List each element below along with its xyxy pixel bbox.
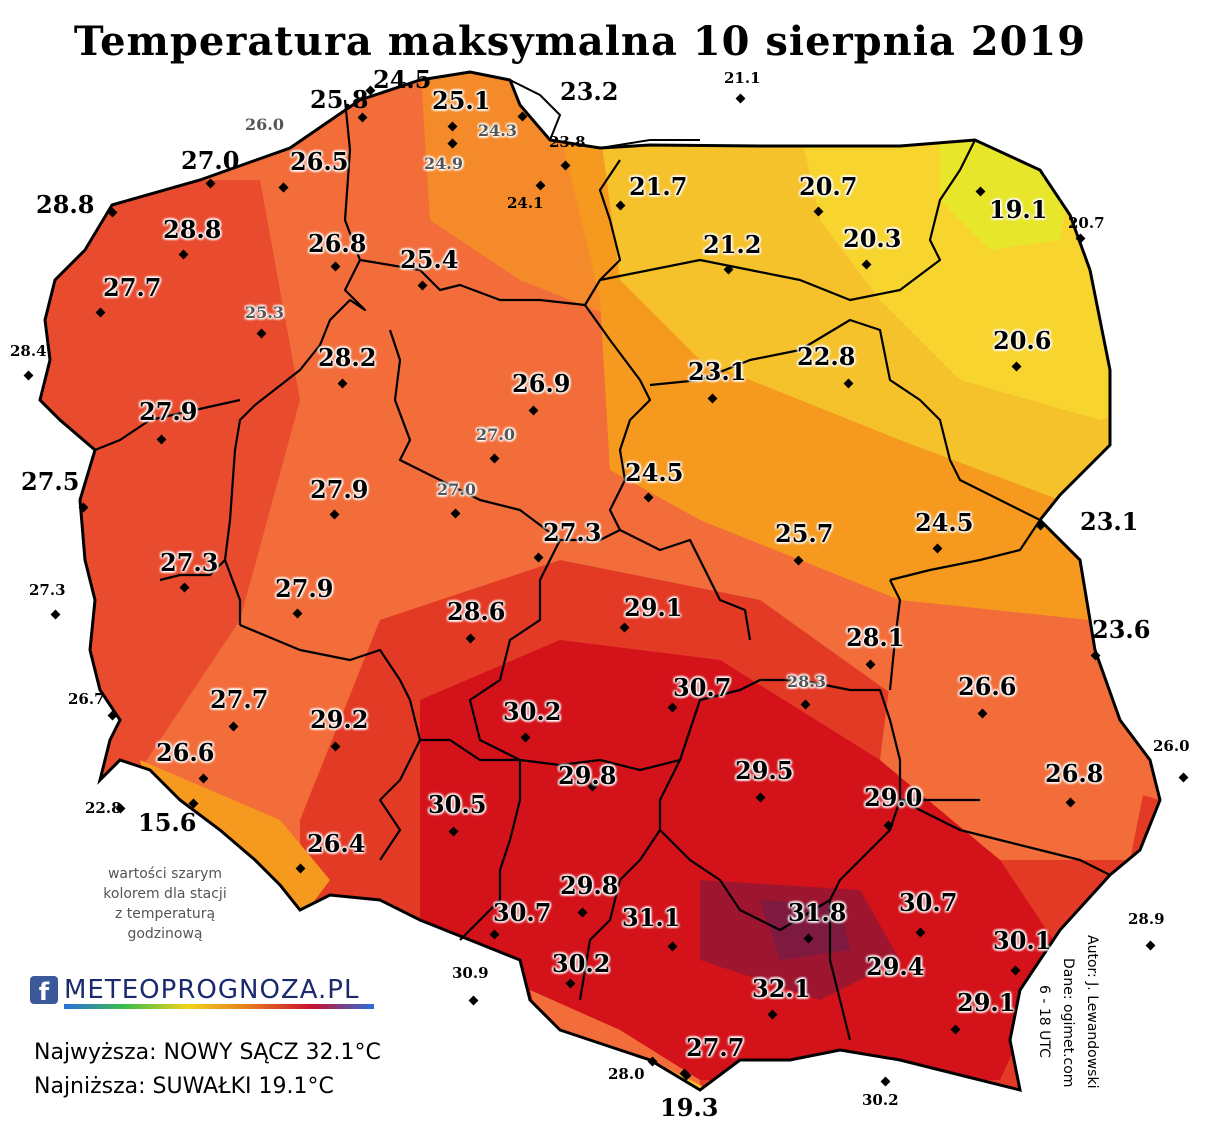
station-temperature: 27.9 xyxy=(310,475,369,504)
station-temperature: 28.4 xyxy=(10,342,47,360)
station-temperature: 30.9 xyxy=(452,964,489,982)
station-temperature: 27.0 xyxy=(476,425,515,444)
station-temperature: 30.7 xyxy=(899,888,958,917)
station-temperature: 27.3 xyxy=(160,548,219,577)
station-temperature: 25.4 xyxy=(400,245,459,274)
station-temperature: 26.8 xyxy=(308,229,367,258)
station-temperature: 26.5 xyxy=(290,147,349,176)
station-temperature: 26.0 xyxy=(1153,737,1190,755)
station-temperature: 29.4 xyxy=(866,952,925,981)
station-temperature: 31.8 xyxy=(788,898,847,927)
station-temperature: 24.5 xyxy=(373,65,432,94)
station-temperature: 21.1 xyxy=(724,69,761,87)
station-temperature: 29.5 xyxy=(735,756,794,785)
note-line: kolorem dla stacji xyxy=(103,886,227,902)
note-line: z temperaturą xyxy=(114,906,216,922)
station-temperature: 24.3 xyxy=(478,121,517,140)
station-temperature: 27.7 xyxy=(686,1033,745,1062)
station-temperature: 26.4 xyxy=(307,829,366,858)
station-temperature: 20.6 xyxy=(993,326,1052,355)
station-temperature: 25.1 xyxy=(432,86,491,115)
highest-temperature: Najwyższa: NOWY SĄCZ 32.1°C xyxy=(34,1040,381,1065)
station-temperature: 30.2 xyxy=(503,697,562,726)
station-temperature: 28.3 xyxy=(787,672,826,691)
station-temperature: 27.9 xyxy=(139,397,198,426)
station-temperature: 30.5 xyxy=(428,790,487,819)
station-temperature: 27.7 xyxy=(103,273,162,302)
author-credit: Autor: J. Lewandowski xyxy=(1084,935,1100,1089)
station-temperature: 21.7 xyxy=(629,172,688,201)
station-temperature: 27.0 xyxy=(437,480,476,499)
station-temperature: 24.9 xyxy=(424,154,463,173)
station-temperature: 28.6 xyxy=(447,597,506,626)
logo-text: METEOPROGNOZA.PL xyxy=(64,975,360,1005)
station-temperature: 26.6 xyxy=(958,672,1017,701)
station-temperature: 30.7 xyxy=(673,673,732,702)
station-temperature: 27.5 xyxy=(21,467,80,496)
station-temperature: 20.7 xyxy=(799,172,858,201)
station-temperature: 27.3 xyxy=(543,518,602,547)
station-temperature: 22.8 xyxy=(85,799,122,817)
station-temperature: 23.1 xyxy=(1080,507,1139,536)
station-temperature: 31.1 xyxy=(622,903,681,932)
station-temperature: 23.2 xyxy=(560,77,619,106)
station-temperature: 26.0 xyxy=(245,115,284,134)
lowest-temperature: Najniższa: SUWAŁKI 19.1°C xyxy=(34,1074,334,1099)
station-temperature: 26.9 xyxy=(512,369,571,398)
note-line: wartości szarym xyxy=(107,866,223,882)
station-temperature: 28.0 xyxy=(608,1065,645,1083)
station-temperature: 29.8 xyxy=(558,761,617,790)
station-temperature: 29.0 xyxy=(864,783,923,812)
station-temperature: 23.6 xyxy=(1092,615,1151,644)
station-temperature: 27.0 xyxy=(181,146,240,175)
station-temperature: 30.2 xyxy=(862,1091,899,1109)
logo-color-bar xyxy=(64,1004,374,1009)
station-temperature: 28.9 xyxy=(1128,910,1165,928)
time-range: 6 - 18 UTC xyxy=(1036,985,1052,1058)
station-temperature: 29.1 xyxy=(957,988,1016,1017)
station-temperature: 27.7 xyxy=(210,685,269,714)
station-temperature: 24.5 xyxy=(915,508,974,537)
station-temperature: 23.1 xyxy=(688,357,747,386)
station-temperature: 24.5 xyxy=(625,458,684,487)
station-temperature: 27.3 xyxy=(29,581,66,599)
station-temperature: 30.7 xyxy=(493,898,552,927)
station-temperature: 24.1 xyxy=(507,194,544,212)
station-temperature: 26.6 xyxy=(156,738,215,767)
station-temperature: 28.2 xyxy=(318,343,377,372)
station-temperature: 28.1 xyxy=(846,623,905,652)
station-temperature: 32.1 xyxy=(752,974,811,1003)
station-temperature: 22.8 xyxy=(797,342,856,371)
station-temperature: 29.2 xyxy=(310,705,369,734)
station-temperature: 23.8 xyxy=(549,133,586,151)
station-temperature: 26.8 xyxy=(1045,759,1104,788)
station-temperature: 20.3 xyxy=(843,224,902,253)
station-temperature: 19.1 xyxy=(989,195,1048,224)
station-temperature: 20.7 xyxy=(1068,214,1105,232)
meteoprognoza-logo[interactable]: f METEOPROGNOZA.PL xyxy=(30,970,359,1010)
station-temperature: 26.7 xyxy=(68,690,105,708)
station-temperature: 29.1 xyxy=(624,593,683,622)
station-temperature: 25.7 xyxy=(775,519,834,548)
station-temperature: 21.2 xyxy=(703,230,762,259)
gray-values-note: wartości szarym kolorem dla stacji z tem… xyxy=(80,864,250,944)
map-title: Temperatura maksymalna 10 sierpnia 2019 xyxy=(73,18,1087,65)
station-temperature: 30.2 xyxy=(552,949,611,978)
station-temperature: 27.9 xyxy=(275,574,334,603)
station-temperature: 30.1 xyxy=(993,926,1052,955)
station-temperature: 28.8 xyxy=(163,215,222,244)
station-temperature: 19.3 xyxy=(660,1093,719,1122)
data-source: Dane: ogimet.com xyxy=(1060,958,1076,1088)
station-temperature: 28.8 xyxy=(36,190,95,219)
station-temperature: 25.3 xyxy=(245,303,284,322)
note-line: godzinową xyxy=(127,926,203,942)
station-temperature: 25.8 xyxy=(310,85,369,114)
station-temperature: 29.8 xyxy=(560,871,619,900)
facebook-icon[interactable]: f xyxy=(30,976,58,1006)
station-temperature: 15.6 xyxy=(138,808,197,837)
